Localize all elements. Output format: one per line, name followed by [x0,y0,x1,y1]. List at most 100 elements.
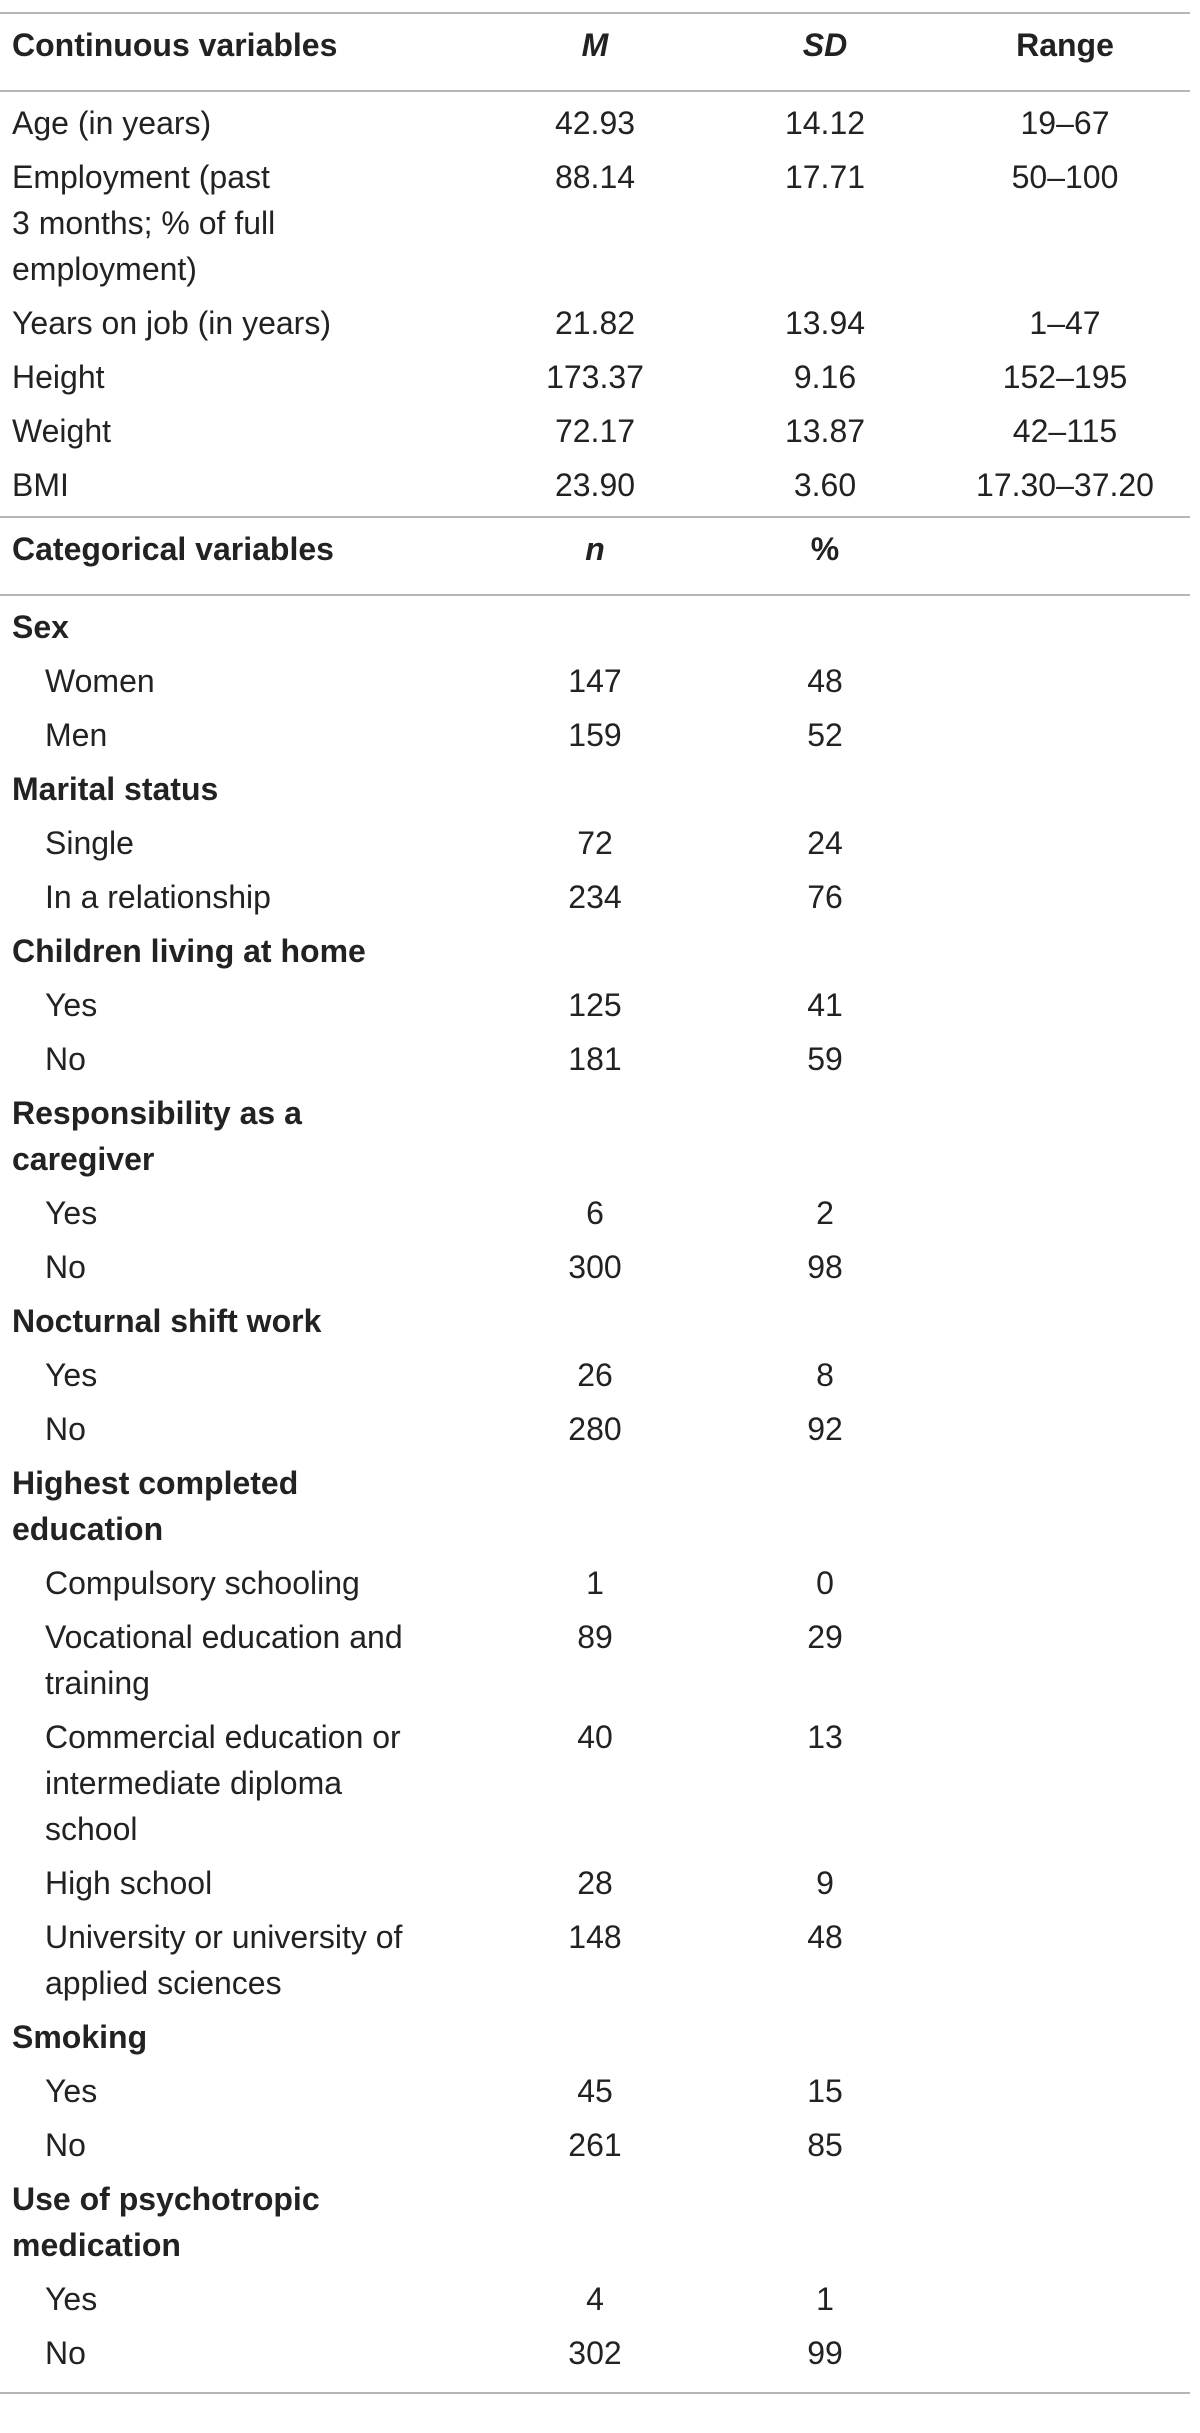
category-title-row: Nocturnal shift work [0,1298,1190,1344]
mean-value: 173.37 [546,359,644,395]
section-rule [0,516,1190,518]
percent-value: 15 [807,2073,843,2109]
n-value: 234 [568,879,622,915]
variable-label: BMI [12,467,69,503]
category-title: Highest completed education [12,1465,299,1547]
category-item-row: Vocational education and training 89 29 [0,1614,1190,1706]
category-item-row: University or university of applied scien… [0,1914,1190,2006]
variable-label: Weight [12,413,112,449]
category-item-row: Yes 4 1 [0,2276,1190,2322]
percent-value: 9 [816,1865,834,1901]
n-value: 89 [577,1619,613,1655]
sd-value: 3.60 [793,467,857,503]
item-label: Compulsory schooling [45,1565,360,1601]
variable-label: Height [12,359,105,395]
percent-value: 98 [807,1249,843,1285]
category-title-row: Highest completed education [0,1460,1190,1552]
percent-value: 48 [807,663,843,699]
percent-value: 29 [807,1619,843,1655]
category-title-row: Children living at home [0,928,1190,974]
category-item-row: Women 147 48 [0,658,1190,704]
header-range: Range [1016,27,1114,63]
top-rule [0,12,1190,14]
category-title-row: Use of psychotropic medication [0,2176,1190,2268]
category-item-row: No 280 92 [0,1406,1190,1452]
sd-value: 13.94 [784,305,866,341]
range-value: 42–115 [1012,413,1118,449]
percent-value: 59 [807,1041,843,1077]
categorical-header-row: Categorical variables n% [0,526,1190,572]
n-value: 181 [568,1041,622,1077]
sd-value: 17.71 [784,159,866,195]
percent-value: 2 [816,1195,834,1231]
percent-value: 92 [807,1411,843,1447]
category-title-row: Sex [0,604,1190,650]
range-value: 19–67 [1020,105,1110,141]
categorical-header-label: Categorical variables [12,531,334,567]
item-label: Yes [45,1357,98,1393]
n-value: 40 [577,1719,613,1755]
category-title: Nocturnal shift work [12,1303,322,1339]
category-item-row: Men 159 52 [0,712,1190,758]
n-value: 261 [568,2127,622,2163]
category-item-row: In a relationship 234 76 [0,874,1190,920]
header-rule [0,90,1190,92]
n-value: 280 [568,1411,622,1447]
header-sd: SD [802,27,848,63]
item-label: Yes [45,987,98,1023]
percent-value: 48 [807,1919,843,1955]
n-value: 148 [568,1919,622,1955]
item-label: No [45,1249,86,1285]
item-label: Women [45,663,155,699]
variable-label: Years on job (in years) [12,305,331,341]
percent-value: 8 [816,1357,834,1393]
item-label: Yes [45,2281,98,2317]
category-title: Sex [12,609,69,645]
n-value: 72 [577,825,613,861]
item-label: High school [45,1865,213,1901]
variable-label: Age (in years) [12,105,212,141]
percent-value: 85 [807,2127,843,2163]
continuous-row: Employment (past 3 months; % of full emplo… [0,154,1190,292]
n-value: 300 [568,1249,622,1285]
item-label: Single [45,825,134,861]
item-label: No [45,1041,86,1077]
percent-value: 41 [807,987,843,1023]
percent-value: 0 [816,1565,834,1601]
category-item-row: No 181 59 [0,1036,1190,1082]
item-label: No [45,1411,86,1447]
percent-value: 1 [816,2281,834,2317]
n-value: 4 [586,2281,604,2317]
variable-label: Employment (past 3 months; % of full emplo… [12,159,276,287]
category-title: Children living at home [12,933,366,969]
n-value: 125 [568,987,622,1023]
bottom-rule [0,2392,1190,2394]
n-value: 26 [577,1357,613,1393]
category-item-row: High school 28 9 [0,1860,1190,1906]
item-label: Men [45,717,108,753]
category-item-row: Yes 26 8 [0,1352,1190,1398]
header-percent: % [810,531,840,567]
category-title: Smoking [12,2019,148,2055]
category-title-row: Smoking [0,2014,1190,2060]
item-label: No [45,2335,86,2371]
category-title-row: Responsibility as a caregiver [0,1090,1190,1182]
item-label: Yes [45,2073,98,2109]
percent-value: 52 [807,717,843,753]
n-value: 45 [577,2073,613,2109]
category-item-row: Compulsory schooling 1 0 [0,1560,1190,1606]
range-value: 1–47 [1029,305,1101,341]
category-item-row: Yes 125 41 [0,982,1190,1028]
categorical-header-rule [0,594,1190,596]
n-value: 1 [586,1565,604,1601]
category-item-row: Single 72 24 [0,820,1190,866]
category-title: Responsibility as a caregiver [12,1095,302,1177]
category-item-row: No 302 99 [0,2330,1190,2376]
category-title: Use of psychotropic medication [12,2181,320,2263]
header-mean: M [581,27,609,63]
item-label: Vocational education and training [45,1619,403,1701]
n-value: 302 [568,2335,622,2371]
category-title-row: Marital status [0,766,1190,812]
category-item-row: Yes 45 15 [0,2068,1190,2114]
item-label: No [45,2127,86,2163]
